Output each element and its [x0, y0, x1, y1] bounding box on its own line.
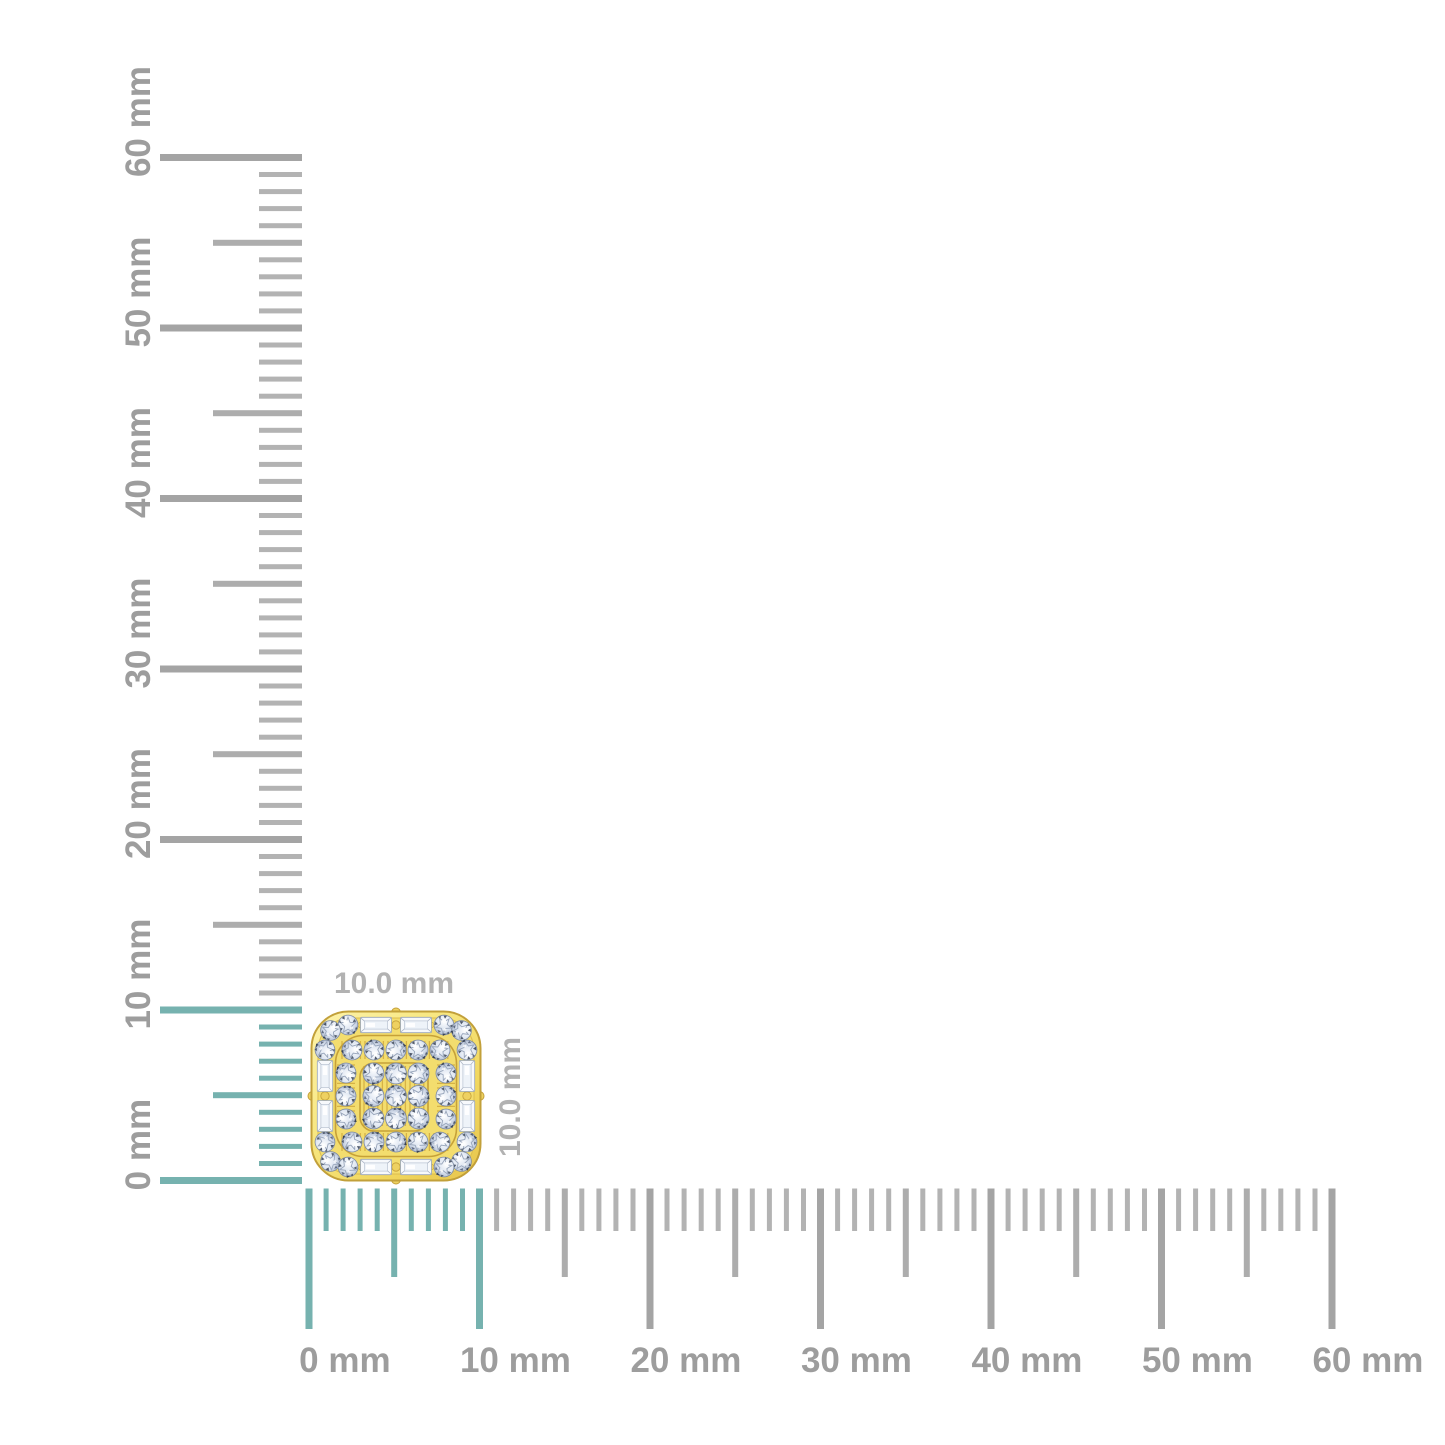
- svg-text:30 mm: 30 mm: [801, 1341, 912, 1380]
- svg-text:10.0 mm: 10.0 mm: [494, 1037, 527, 1157]
- svg-text:60 mm: 60 mm: [1312, 1341, 1423, 1380]
- svg-text:20 mm: 20 mm: [119, 748, 158, 859]
- svg-text:60 mm: 60 mm: [119, 66, 158, 177]
- svg-text:10 mm: 10 mm: [119, 919, 158, 1030]
- svg-text:0 mm: 0 mm: [119, 1099, 158, 1190]
- svg-text:40 mm: 40 mm: [971, 1341, 1082, 1380]
- svg-text:10 mm: 10 mm: [460, 1341, 571, 1380]
- svg-text:50 mm: 50 mm: [1142, 1341, 1253, 1380]
- svg-text:20 mm: 20 mm: [630, 1341, 741, 1380]
- svg-text:30 mm: 30 mm: [119, 578, 158, 689]
- svg-text:40 mm: 40 mm: [119, 407, 158, 518]
- svg-text:10.0 mm: 10.0 mm: [334, 967, 454, 1000]
- svg-text:50 mm: 50 mm: [119, 237, 158, 348]
- svg-text:0 mm: 0 mm: [299, 1341, 390, 1380]
